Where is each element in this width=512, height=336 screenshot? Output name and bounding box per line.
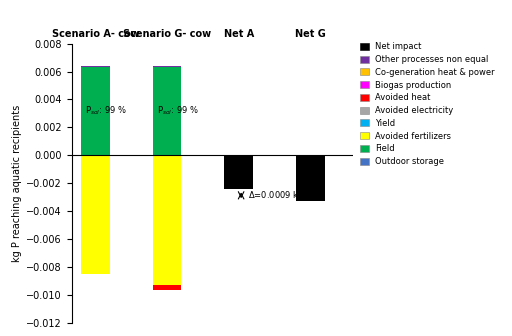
Text: Net A: Net A: [224, 29, 254, 39]
Text: P$_{sol}$: 99 %: P$_{sol}$: 99 %: [85, 104, 127, 117]
Bar: [224, 155, 253, 190]
Text: $\Delta$=0.0009 kg P: $\Delta$=0.0009 kg P: [248, 189, 313, 202]
Bar: [153, 68, 181, 155]
Bar: [81, 66, 110, 68]
Bar: [153, 285, 181, 288]
Bar: [153, 155, 181, 288]
Text: Scenario A- cow: Scenario A- cow: [52, 29, 139, 39]
Bar: [153, 66, 181, 68]
Text: P$_{sol}$: 99 %: P$_{sol}$: 99 %: [157, 104, 199, 117]
Bar: [296, 155, 325, 201]
Bar: [81, 68, 110, 155]
Bar: [153, 285, 181, 291]
Y-axis label: kg P reaching aquatic recipients: kg P reaching aquatic recipients: [12, 104, 22, 262]
Text: Net G: Net G: [295, 29, 326, 39]
Text: Scenario G- cow: Scenario G- cow: [123, 29, 211, 39]
Legend: Net impact, Other processes non equal, Co-generation heat & power, Biogas produc: Net impact, Other processes non equal, C…: [360, 42, 495, 166]
Bar: [81, 155, 110, 275]
